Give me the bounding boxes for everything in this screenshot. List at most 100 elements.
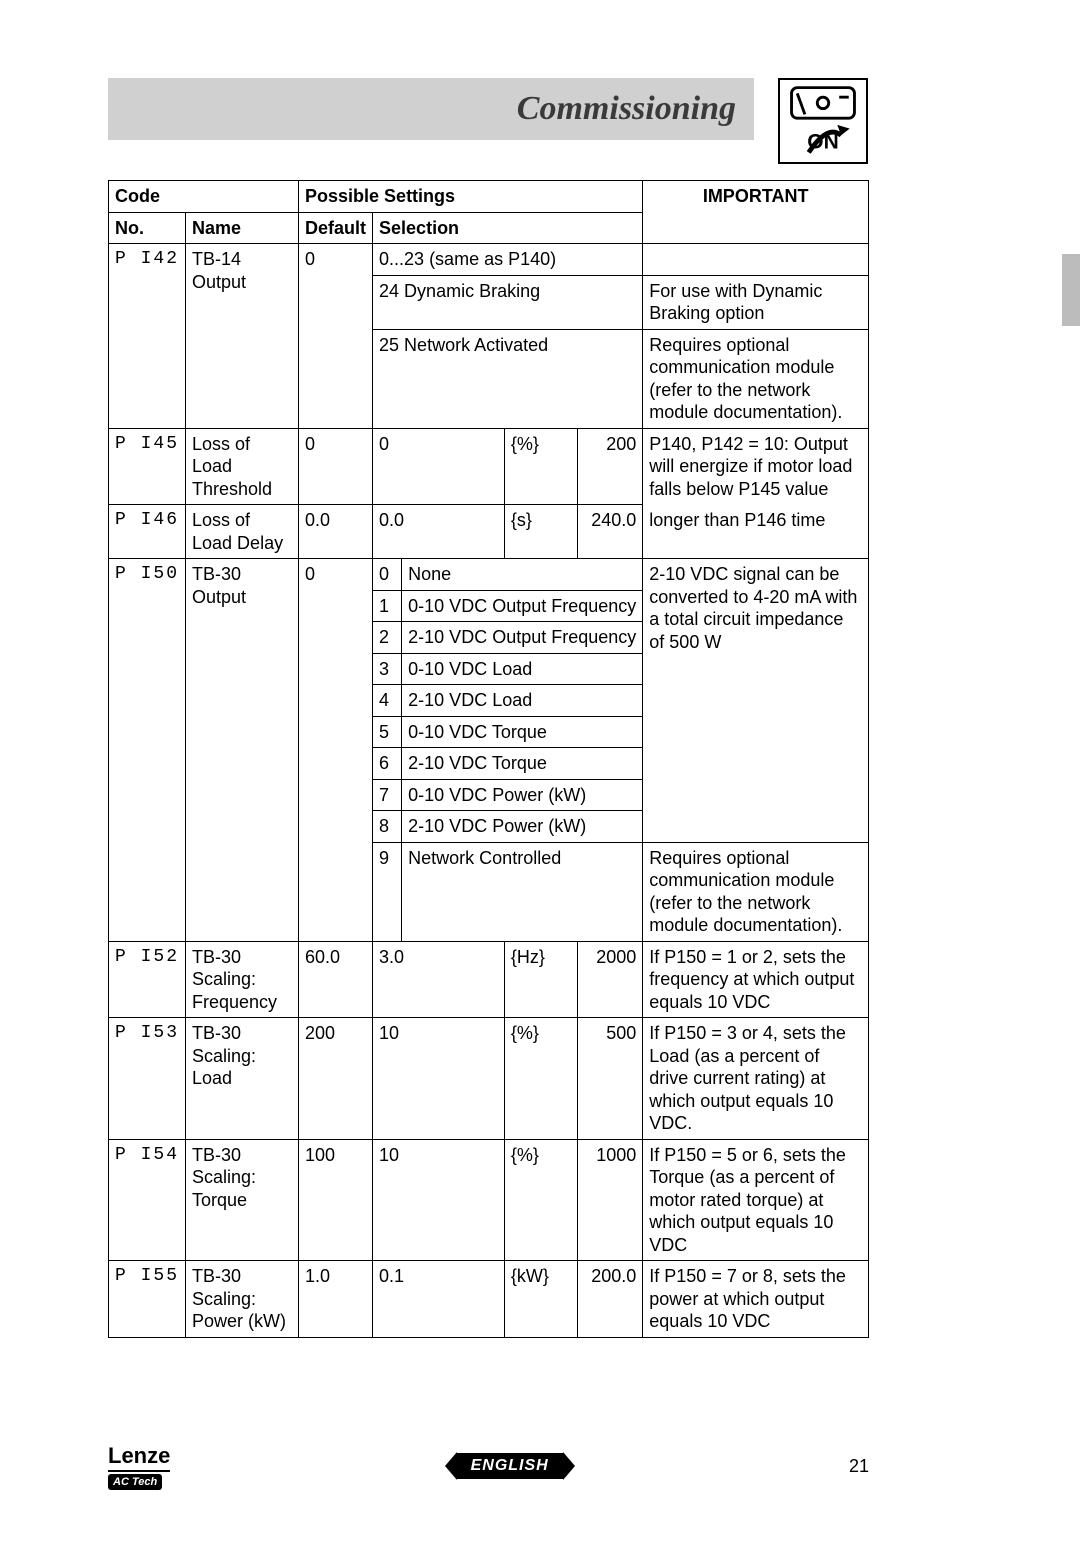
param-code: P I46	[109, 505, 186, 559]
param-important: If P150 = 5 or 6, sets the Torque (as a …	[643, 1139, 869, 1261]
param-important: longer than P146 time	[643, 505, 869, 559]
opt-text: 0-10 VDC Load	[402, 653, 643, 685]
opt-num: 8	[373, 811, 402, 843]
param-name: TB-30 Scaling: Load	[186, 1018, 299, 1140]
opt-text: 0-10 VDC Output Frequency	[402, 590, 643, 622]
table-row: P I54 TB-30 Scaling: Torque 100 10 {%} 1…	[109, 1139, 869, 1261]
param-max: 200	[578, 428, 643, 505]
param-code: P I45	[109, 428, 186, 505]
param-name: Loss of Load Delay	[186, 505, 299, 559]
param-name: TB-30 Scaling: Frequency	[186, 941, 299, 1018]
opt-num: 9	[373, 842, 402, 941]
param-min: 10	[373, 1139, 505, 1261]
opt-num: 2	[373, 622, 402, 654]
col-selection: Selection	[373, 212, 643, 244]
table-row: P I50 TB-30 Output 0 0 None 2-10 VDC sig…	[109, 559, 869, 591]
param-max: 500	[578, 1018, 643, 1140]
col-name: Name	[186, 212, 299, 244]
param-selection: 0...23 (same as P140)	[373, 244, 643, 276]
param-unit: {Hz}	[504, 941, 578, 1018]
side-tab	[1062, 254, 1080, 326]
col-default: Default	[299, 212, 373, 244]
param-code: P I55	[109, 1261, 186, 1338]
param-important	[643, 244, 869, 276]
param-code: P I50	[109, 559, 186, 942]
page-number: 21	[849, 1456, 869, 1477]
table-row: P I45 Loss of Load Threshold 0 0 {%} 200…	[109, 428, 869, 505]
param-code: P I42	[109, 244, 186, 429]
brand-name: Lenze	[108, 1443, 170, 1472]
table-row: P I52 TB-30 Scaling: Frequency 60.0 3.0 …	[109, 941, 869, 1018]
param-min: 10	[373, 1018, 505, 1140]
param-unit: {s}	[504, 505, 578, 559]
col-possible: Possible Settings	[299, 181, 643, 213]
param-name: TB-30 Scaling: Torque	[186, 1139, 299, 1261]
language-label: ENGLISH	[457, 1453, 563, 1479]
opt-text: 2-10 VDC Load	[402, 685, 643, 717]
svg-text:ON: ON	[807, 131, 838, 154]
param-unit: {%}	[504, 1139, 578, 1261]
col-important: IMPORTANT	[643, 181, 869, 244]
param-default: 0	[299, 428, 373, 505]
param-default: 100	[299, 1139, 373, 1261]
opt-text: 0-10 VDC Torque	[402, 716, 643, 748]
param-important: If P150 = 7 or 8, sets the power at whic…	[643, 1261, 869, 1338]
param-default: 0	[299, 559, 373, 942]
param-selection: 25 Network Activated	[373, 329, 643, 428]
opt-num: 3	[373, 653, 402, 685]
param-important: For use with Dynamic Braking option	[643, 275, 869, 329]
opt-num: 7	[373, 779, 402, 811]
param-min: 3.0	[373, 941, 505, 1018]
param-unit: {%}	[504, 1018, 578, 1140]
brand-subname: AC Tech	[108, 1474, 162, 1490]
param-default: 200	[299, 1018, 373, 1140]
opt-text: 2-10 VDC Torque	[402, 748, 643, 780]
param-code: P I53	[109, 1018, 186, 1140]
param-default: 1.0	[299, 1261, 373, 1338]
param-min: 0.0	[373, 505, 505, 559]
opt-text: 2-10 VDC Power (kW)	[402, 811, 643, 843]
param-min: 0	[373, 428, 505, 505]
param-unit: {%}	[504, 428, 578, 505]
param-name: Loss of Load Threshold	[186, 428, 299, 505]
opt-num: 6	[373, 748, 402, 780]
param-important: P140, P142 = 10: Output will energize if…	[643, 428, 869, 505]
param-max: 240.0	[578, 505, 643, 559]
param-name: TB-14 Output	[186, 244, 299, 429]
brand-logo: Lenze AC Tech	[108, 1443, 170, 1490]
param-name: TB-30 Scaling: Power (kW)	[186, 1261, 299, 1338]
opt-num: 1	[373, 590, 402, 622]
param-default: 0.0	[299, 505, 373, 559]
opt-text: 0-10 VDC Power (kW)	[402, 779, 643, 811]
table-row: P I46 Loss of Load Delay 0.0 0.0 {s} 240…	[109, 505, 869, 559]
param-important: 2-10 VDC signal can be converted to 4-20…	[643, 559, 869, 843]
page-title: Commissioning	[517, 90, 736, 128]
opt-text: None	[402, 559, 643, 591]
param-default: 0	[299, 244, 373, 429]
col-code: Code	[109, 181, 299, 213]
opt-text: Network Controlled	[402, 842, 643, 941]
param-default: 60.0	[299, 941, 373, 1018]
opt-num: 0	[373, 559, 402, 591]
param-max: 2000	[578, 941, 643, 1018]
param-code: P I54	[109, 1139, 186, 1261]
param-important: If P150 = 1 or 2, sets the frequency at …	[643, 941, 869, 1018]
table-row: P I53 TB-30 Scaling: Load 200 10 {%} 500…	[109, 1018, 869, 1140]
table-row: P I42 TB-14 Output 0 0...23 (same as P14…	[109, 244, 869, 276]
col-no: No.	[109, 212, 186, 244]
param-name: TB-30 Output	[186, 559, 299, 942]
param-important: Requires optional communication module (…	[643, 329, 869, 428]
param-unit: {kW}	[504, 1261, 578, 1338]
language-badge: ENGLISH	[445, 1452, 575, 1480]
table-header-row: Code Possible Settings IMPORTANT	[109, 181, 869, 213]
page-footer: Lenze AC Tech ENGLISH 21	[108, 1446, 869, 1486]
on-switch-icon: ON	[778, 78, 868, 164]
opt-text: 2-10 VDC Output Frequency	[402, 622, 643, 654]
opt-num: 5	[373, 716, 402, 748]
opt-num: 4	[373, 685, 402, 717]
param-min: 0.1	[373, 1261, 505, 1338]
param-max: 1000	[578, 1139, 643, 1261]
param-important: Requires optional communication module (…	[643, 842, 869, 941]
param-code: P I52	[109, 941, 186, 1018]
param-max: 200.0	[578, 1261, 643, 1338]
